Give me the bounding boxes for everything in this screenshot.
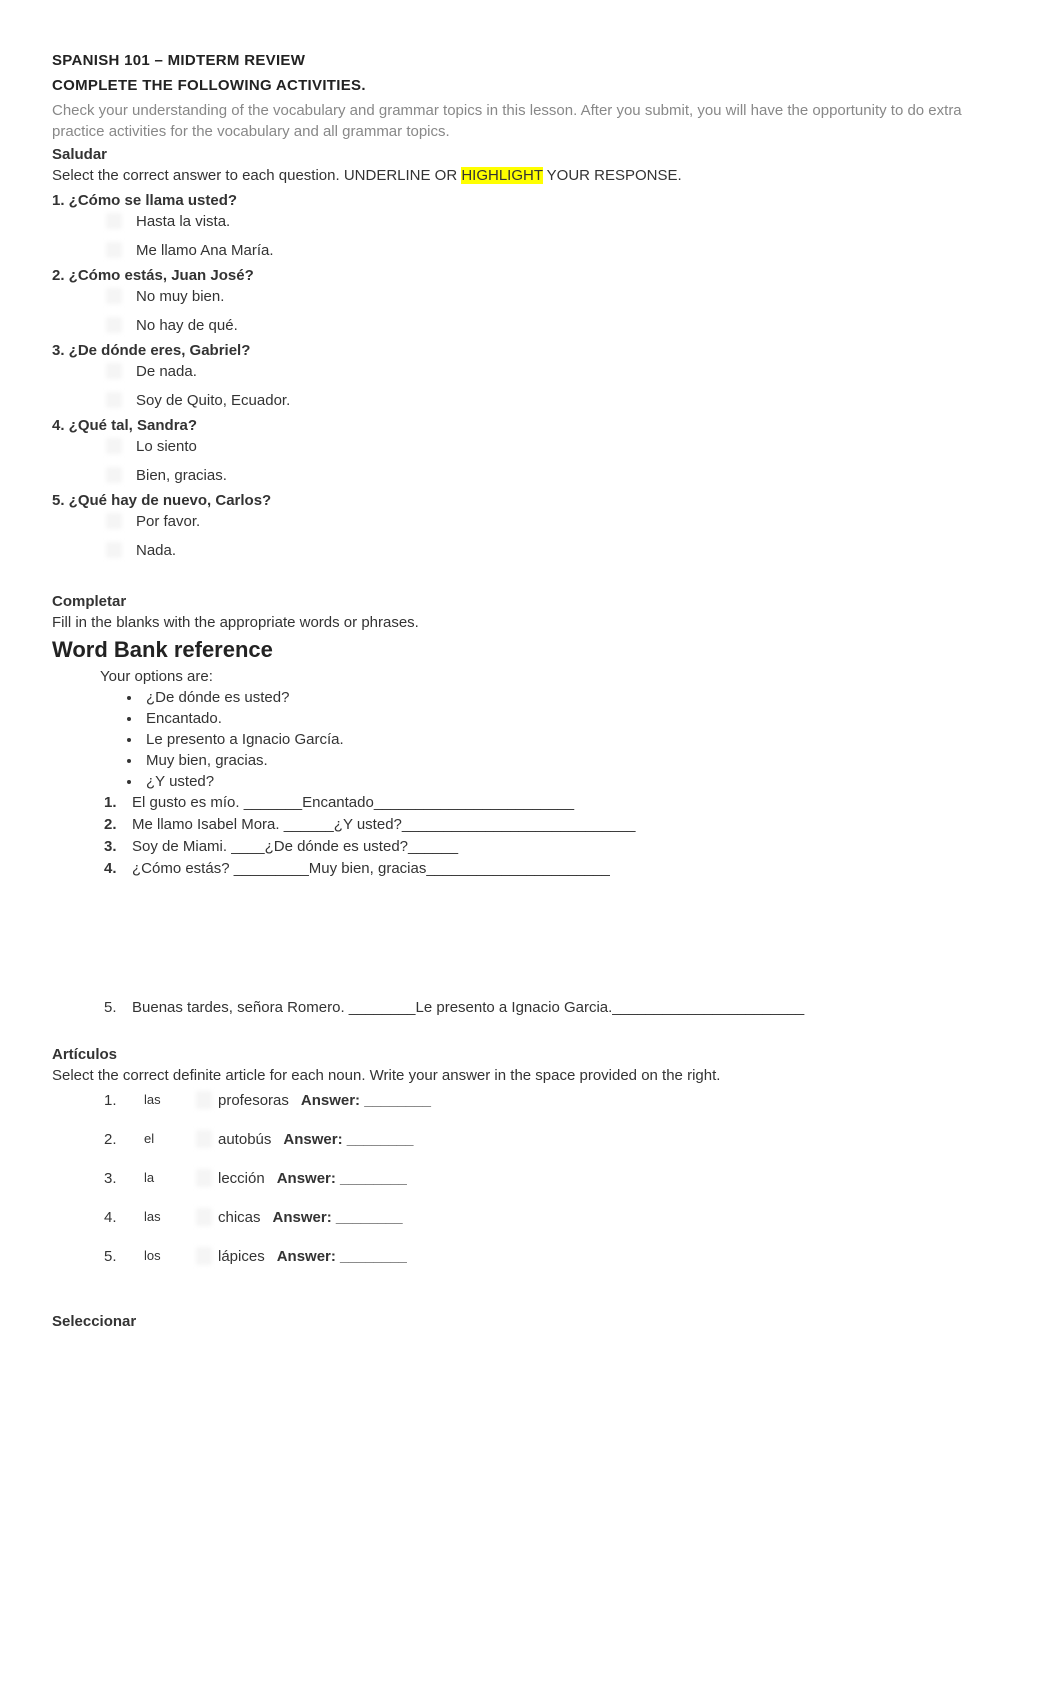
wordbank-item: Muy bien, gracias. [142, 750, 1010, 771]
options-label: Your options are: [100, 666, 1010, 687]
article-hint: las [144, 1091, 208, 1109]
item-text[interactable]: Buenas tardes, señora Romero. ________Le… [132, 997, 804, 1018]
answer-blank[interactable]: Answer: ________ [283, 1129, 413, 1150]
option[interactable]: De nada. [136, 361, 1010, 382]
question-4: 4. ¿Qué tal, Sandra? [52, 415, 1010, 436]
option[interactable]: Me llamo Ana María. [136, 240, 1010, 261]
item-number: 5. [104, 997, 132, 1018]
option[interactable]: Bien, gracias. [136, 465, 1010, 486]
completar-item: 4. ¿Cómo estás? _________Muy bien, graci… [104, 858, 1010, 879]
completar-title: Completar [52, 591, 1010, 612]
wordbank-heading: Word Bank reference [52, 635, 1010, 666]
item-number: 5. [104, 1246, 144, 1267]
option[interactable]: Hasta la vista. [136, 211, 1010, 232]
articulos-item: 5. los lápices Answer: ________ [104, 1246, 1010, 1267]
noun: lápices [218, 1246, 265, 1267]
saludar-instruction: Select the correct answer to each questi… [52, 165, 1010, 186]
item-text[interactable]: Soy de Miami. ____¿De dónde es usted?___… [132, 836, 1010, 857]
item-text[interactable]: ¿Cómo estás? _________Muy bien, gracias_… [132, 858, 1010, 879]
item-number: 3. [104, 836, 132, 857]
item-number: 1. [104, 1090, 144, 1111]
article-hint: los [144, 1247, 208, 1265]
wordbank-item: Encantado. [142, 708, 1010, 729]
seleccionar-title: Seleccionar [52, 1311, 1010, 1332]
completar-item: 3. Soy de Miami. ____¿De dónde es usted?… [104, 836, 1010, 857]
answer-blank[interactable]: Answer: ________ [277, 1246, 407, 1267]
answer-blank[interactable]: Answer: ________ [301, 1090, 431, 1111]
instruction-before: Select the correct answer to each questi… [52, 167, 461, 184]
question-5: 5. ¿Qué hay de nuevo, Carlos? [52, 490, 1010, 511]
articulos-item: 1. las profesoras Answer: ________ [104, 1090, 1010, 1111]
completar-item: 1. El gusto es mío. _______Encantado____… [104, 792, 1010, 813]
noun: profesoras [218, 1090, 289, 1111]
answer-blank[interactable]: Answer: ________ [277, 1168, 407, 1189]
item-text[interactable]: El gusto es mío. _______Encantado_______… [132, 792, 1010, 813]
highlight-word: HIGHLIGHT [461, 167, 542, 184]
item-number: 3. [104, 1168, 144, 1189]
option[interactable]: Soy de Quito, Ecuador. [136, 390, 1010, 411]
completar-instruction: Fill in the blanks with the appropriate … [52, 612, 1010, 633]
articulos-item: 3. la lección Answer: ________ [104, 1168, 1010, 1189]
item-number: 4. [104, 1207, 144, 1228]
intro-text: Check your understanding of the vocabula… [52, 100, 1010, 142]
question-2: 2. ¿Cómo estás, Juan José? [52, 265, 1010, 286]
item-number: 2. [104, 814, 132, 835]
wordbank-item: Le presento a Ignacio García. [142, 729, 1010, 750]
articulos-title: Artículos [52, 1044, 1010, 1065]
option[interactable]: No muy bien. [136, 286, 1010, 307]
noun: chicas [218, 1207, 261, 1228]
question-3: 3. ¿De dónde eres, Gabriel? [52, 340, 1010, 361]
option[interactable]: Por favor. [136, 511, 1010, 532]
instruction-after: YOUR RESPONSE. [543, 167, 682, 184]
item-text[interactable]: Me llamo Isabel Mora. ______¿Y usted?___… [132, 814, 1010, 835]
completar-item: 2. Me llamo Isabel Mora. ______¿Y usted?… [104, 814, 1010, 835]
question-1: 1. ¿Cómo se llama usted? [52, 190, 1010, 211]
option[interactable]: No hay de qué. [136, 315, 1010, 336]
article-hint: las [144, 1208, 208, 1226]
wordbank-item: ¿Y usted? [142, 771, 1010, 792]
option[interactable]: Lo siento [136, 436, 1010, 457]
page-title: SPANISH 101 – MIDTERM REVIEW [52, 50, 1010, 71]
noun: autobús [218, 1129, 271, 1150]
item-number: 4. [104, 858, 132, 879]
answer-blank[interactable]: Answer: ________ [273, 1207, 403, 1228]
noun: lección [218, 1168, 265, 1189]
completar-item-5: 5. Buenas tardes, señora Romero. _______… [104, 997, 1010, 1018]
articulos-instruction: Select the correct definite article for … [52, 1065, 1010, 1086]
saludar-title: Saludar [52, 144, 1010, 165]
item-number: 2. [104, 1129, 144, 1150]
option[interactable]: Nada. [136, 540, 1010, 561]
article-hint: la [144, 1169, 208, 1187]
completar-items: 1. El gusto es mío. _______Encantado____… [104, 792, 1010, 879]
wordbank-item: ¿De dónde es usted? [142, 687, 1010, 708]
articulos-item: 4. las chicas Answer: ________ [104, 1207, 1010, 1228]
articulos-list: 1. las profesoras Answer: ________ 2. el… [104, 1090, 1010, 1267]
articulos-item: 2. el autobús Answer: ________ [104, 1129, 1010, 1150]
wordbank-list: ¿De dónde es usted? Encantado. Le presen… [142, 687, 1010, 792]
article-hint: el [144, 1130, 208, 1148]
item-number: 1. [104, 792, 132, 813]
page-subtitle: COMPLETE THE FOLLOWING ACTIVITIES. [52, 75, 1010, 96]
